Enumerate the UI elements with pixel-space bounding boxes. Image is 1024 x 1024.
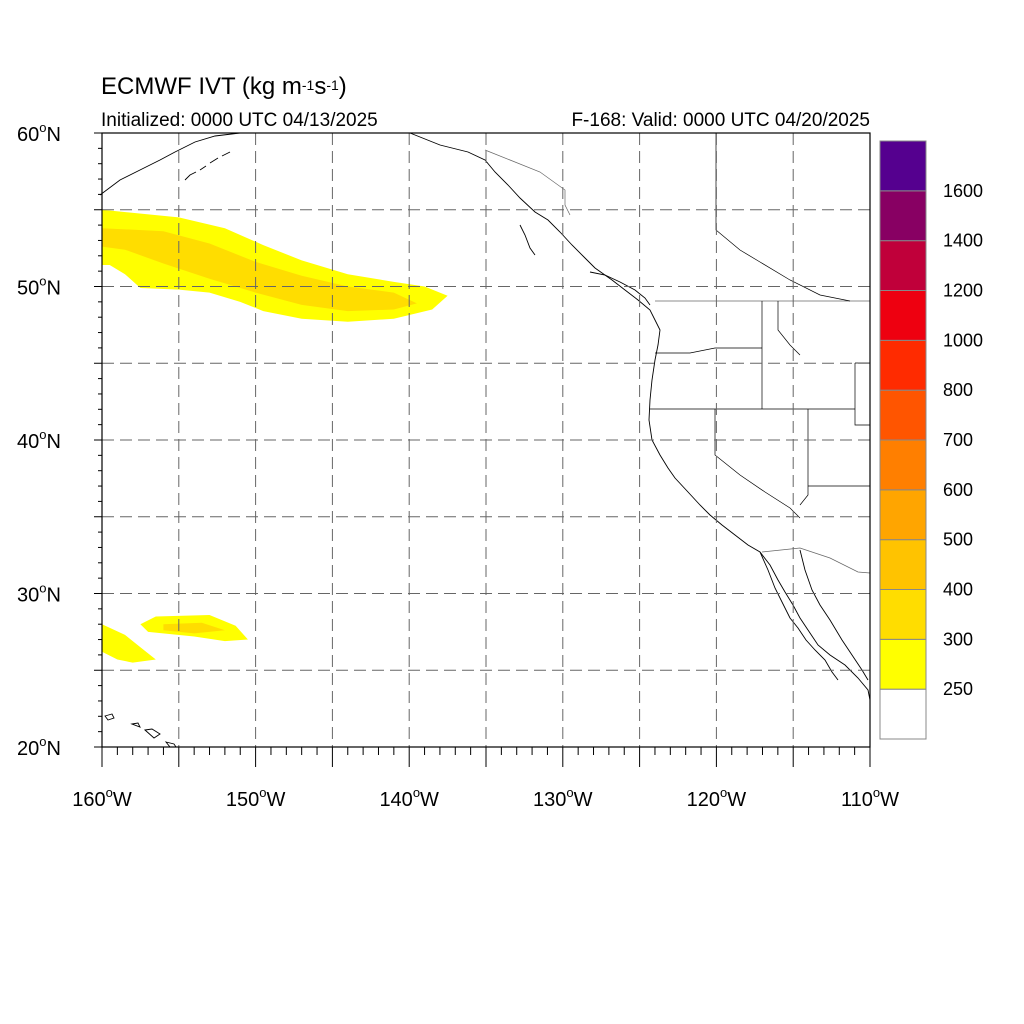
lat-tick-label: 40oN bbox=[17, 427, 61, 453]
grid-lines bbox=[102, 133, 870, 747]
border-wy bbox=[854, 362, 870, 426]
colorbar-box bbox=[879, 389, 927, 441]
colorbar-label: 500 bbox=[943, 530, 973, 550]
political-borders bbox=[484, 133, 871, 574]
hemisphere-letter: W bbox=[266, 789, 285, 811]
colorbar-box bbox=[879, 539, 927, 591]
lat-tick-label: 20oN bbox=[17, 734, 61, 760]
lat-tick-label: 30oN bbox=[17, 581, 61, 607]
colorbar-label: 250 bbox=[943, 679, 973, 699]
degree-symbol: o bbox=[39, 581, 46, 596]
coastlines bbox=[99, 132, 871, 748]
colorbar-box bbox=[879, 688, 927, 740]
colorbar-box bbox=[879, 140, 927, 192]
colorbar: 250 300 400 500 600 700 800 1000 1200 1400 1600 bbox=[879, 140, 983, 740]
axis-ticks bbox=[94, 132, 871, 767]
lon-tick-label: 120oW bbox=[687, 785, 747, 811]
coastline-hawaii bbox=[104, 713, 177, 748]
border-alaska-bc bbox=[484, 149, 571, 216]
degree-symbol: o bbox=[720, 785, 727, 800]
lon-tick-label: 130oW bbox=[533, 785, 593, 811]
colorbar-box bbox=[879, 290, 927, 341]
degree-symbol: o bbox=[39, 427, 46, 442]
hemisphere-letter: N bbox=[46, 278, 60, 300]
ivt-fills bbox=[102, 209, 448, 663]
lon-tick-label: 140oW bbox=[379, 785, 439, 811]
valid-time-label: F-168: Valid: 0000 UTC 04/20/2025 bbox=[571, 110, 870, 131]
colorbar-label: 800 bbox=[943, 380, 973, 400]
colorbar-label: 1000 bbox=[943, 330, 983, 350]
hemisphere-letter: W bbox=[727, 789, 746, 811]
lat-tick-label: 60oN bbox=[17, 120, 61, 146]
colorbar-box bbox=[879, 589, 927, 640]
colorbar-box bbox=[879, 190, 927, 242]
colorbar-box bbox=[879, 339, 927, 391]
border-ca-nv bbox=[714, 409, 801, 519]
degree-symbol: o bbox=[106, 785, 113, 800]
colorbar-label: 400 bbox=[943, 580, 973, 600]
border-canada-interior bbox=[715, 133, 851, 302]
hemisphere-letter: W bbox=[113, 789, 132, 811]
lon-tick-label: 150oW bbox=[226, 785, 286, 811]
coastline-gulf-of-california bbox=[799, 549, 869, 681]
hemisphere-letter: N bbox=[46, 738, 60, 760]
colorbar-box bbox=[879, 439, 927, 491]
degree-symbol: o bbox=[39, 274, 46, 289]
degree-symbol: o bbox=[413, 785, 420, 800]
coastline-alaska-top bbox=[99, 132, 241, 196]
degree-symbol: o bbox=[39, 120, 46, 135]
hemisphere-letter: N bbox=[46, 585, 60, 607]
degree-symbol: o bbox=[873, 785, 880, 800]
hemisphere-letter: N bbox=[46, 431, 60, 453]
border-nv-az bbox=[799, 409, 809, 506]
coastline-haida-gwaii bbox=[519, 224, 536, 256]
colorbar-label: 700 bbox=[943, 430, 973, 450]
border-us-mexico bbox=[761, 547, 871, 574]
degree-symbol: o bbox=[566, 785, 573, 800]
hemisphere-letter: W bbox=[574, 789, 593, 811]
hemisphere-letter: W bbox=[880, 789, 899, 811]
degree-symbol: o bbox=[39, 734, 46, 749]
coastline-vancouver-island bbox=[589, 271, 651, 306]
border-id bbox=[761, 301, 801, 409]
coastline-north-america bbox=[409, 132, 871, 701]
degree-symbol: o bbox=[259, 785, 266, 800]
lat-tick-label: 50oN bbox=[17, 274, 61, 300]
colorbar-box bbox=[879, 240, 927, 292]
coastline-baja bbox=[759, 551, 839, 681]
colorbar-label: 1200 bbox=[943, 281, 983, 301]
colorbar-label: 1600 bbox=[943, 181, 983, 201]
border-wa-or bbox=[655, 347, 762, 354]
colorbar-label: 600 bbox=[943, 480, 973, 500]
colorbar-label: 1400 bbox=[943, 231, 983, 251]
colorbar-box bbox=[879, 638, 927, 690]
hemisphere-letter: N bbox=[46, 124, 60, 146]
ivt-region-subtropical-west-patch bbox=[102, 624, 156, 663]
initialized-label: Initialized: 0000 UTC 04/13/2025 bbox=[101, 110, 378, 131]
hemisphere-letter: W bbox=[420, 789, 439, 811]
colorbar-box bbox=[879, 489, 927, 541]
lon-tick-label: 160oW bbox=[72, 785, 132, 811]
coastline-aleutians bbox=[184, 151, 231, 181]
lon-tick-label: 110oW bbox=[841, 785, 899, 811]
chart-title: ECMWF IVT (kg m-1s-1) bbox=[101, 73, 347, 100]
axis-labels: 60oN 50oN 40oN 30oN 20oN 160oW 150oW 140oW 130oW… bbox=[17, 120, 899, 811]
colorbar-label: 300 bbox=[943, 629, 973, 649]
ivt-region-north-pacific-plume-core bbox=[102, 228, 417, 312]
